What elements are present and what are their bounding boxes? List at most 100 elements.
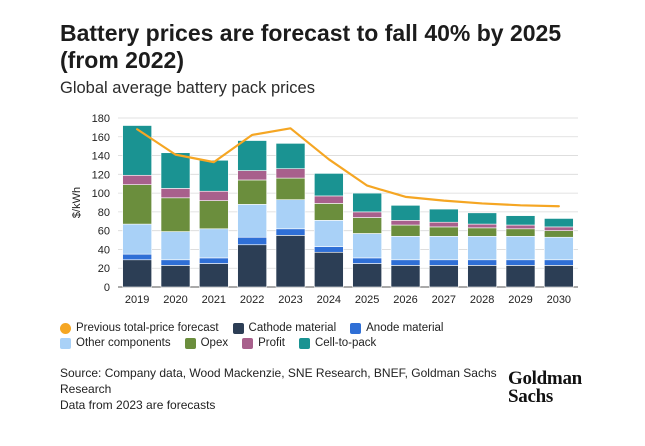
bar-segment-other-components	[160, 231, 191, 261]
logo-line-1: Goldman	[508, 368, 582, 389]
previous-forecast-line	[136, 127, 560, 208]
y-tick-label: 0	[104, 282, 110, 294]
bar-segment-cathode-material	[390, 265, 421, 288]
y-tick-label: 60	[98, 226, 110, 238]
bar-segment-anode-material	[237, 236, 267, 246]
legend-swatch	[60, 337, 71, 349]
bar-segment-cell-to-pack	[160, 152, 191, 189]
legend-swatch	[232, 322, 244, 334]
legend-item: Opex	[184, 337, 229, 349]
bar-segment-cell-to-pack	[122, 125, 152, 176]
bar-segment-anode-material	[122, 253, 152, 261]
bar-segment-cathode-material	[160, 265, 191, 288]
bar-segment-cell-to-pack	[505, 215, 536, 226]
bar-segment-opex	[275, 177, 306, 200]
bar-segment-anode-material	[505, 259, 536, 266]
stacked-bar-chart: 0 20 40 60 80 100 120 140 160 180 $/kWh 2019 2020 202…	[71, 113, 578, 306]
bar-segment-anode-material	[429, 259, 459, 266]
bar-segment-anode-material	[544, 259, 574, 266]
bar-segment-cathode-material	[352, 263, 382, 288]
chart-subtitle: Global average battery pack prices	[60, 79, 315, 97]
bar-segment-opex	[122, 184, 152, 225]
bar-segment-opex	[505, 228, 536, 237]
bar-segment-anode-material	[352, 257, 382, 264]
bar-segment-opex	[467, 227, 497, 237]
bar-segment-profit	[352, 211, 382, 218]
bar-segment-profit	[160, 188, 191, 199]
goldman-sachs-logo: Goldman Sachs	[508, 368, 582, 406]
bar-segment-anode-material	[390, 259, 421, 266]
legend-label: Profit	[258, 337, 285, 349]
bar-segment-cathode-material	[199, 263, 229, 288]
bar-segment-anode-material	[314, 246, 344, 253]
bar-segment-profit	[467, 223, 497, 229]
legend-swatch	[242, 337, 254, 349]
bar-segment-opex	[237, 179, 267, 205]
y-tick-label: 100	[92, 188, 110, 200]
legend-label: Anode material	[366, 322, 444, 334]
bar-segment-anode-material	[160, 259, 191, 266]
bar-segment-cell-to-pack	[199, 159, 229, 192]
legend-item: Previous total-price forecast	[60, 322, 219, 334]
legend-swatch	[60, 322, 71, 334]
bar-segment-opex	[429, 226, 459, 237]
bar-segment-other-components	[467, 236, 497, 261]
bar-segment-cell-to-pack	[275, 143, 306, 170]
bar-segment-opex	[199, 200, 229, 230]
bar-segment-cell-to-pack	[314, 173, 344, 197]
bar-segment-profit	[237, 170, 267, 181]
bar-segment-cathode-material	[275, 235, 306, 288]
x-tick-label: 2028	[470, 294, 494, 306]
y-tick-label: 80	[98, 207, 110, 219]
bar-segment-cell-to-pack	[390, 205, 421, 221]
x-tick-label: 2020	[163, 294, 187, 306]
bar-segment-other-components	[199, 228, 229, 259]
bar-segment-profit	[122, 174, 152, 185]
bar-segment-cathode-material	[505, 265, 536, 288]
bar-segment-anode-material	[199, 257, 229, 264]
bar-segment-opex	[160, 197, 191, 232]
bar-segment-cathode-material	[122, 259, 152, 288]
bar-segment-other-components	[544, 236, 574, 261]
x-tick-label: 2023	[278, 294, 302, 306]
chart-title: Battery prices are forecast to fall 40% …	[60, 20, 562, 73]
bar-segment-other-components	[505, 236, 536, 261]
bar-segment-opex	[314, 203, 344, 221]
bar-segment-opex	[390, 224, 421, 237]
x-tick-label: 2029	[508, 294, 532, 306]
y-tick-label: 160	[92, 132, 110, 144]
bar-segment-other-components	[237, 204, 267, 238]
bar-segment-other-components	[275, 199, 306, 230]
bar-segment-profit	[390, 220, 421, 226]
x-tick-label: 2021	[202, 294, 226, 306]
legend-item: Profit	[242, 337, 285, 349]
y-tick-label: 120	[92, 169, 110, 181]
x-tick-label: 2019	[125, 294, 149, 306]
bar-segment-other-components	[390, 236, 421, 261]
bar-segment-cell-to-pack	[429, 208, 459, 223]
bar-segment-opex	[352, 217, 382, 234]
bar-segment-cathode-material	[429, 265, 459, 288]
bar-segment-other-components	[352, 233, 382, 259]
legend-label: Other components	[76, 337, 171, 349]
legend-swatch	[298, 337, 310, 349]
legend-label: Opex	[200, 337, 229, 349]
forecast-note: Data from 2023 are forecasts	[60, 398, 216, 412]
legend-item: Cathode material	[232, 322, 337, 334]
bar-segment-other-components	[314, 220, 344, 247]
bar-segment-profit	[275, 168, 306, 179]
bar-segment-cell-to-pack	[544, 218, 574, 228]
y-tick-label: 40	[98, 244, 110, 256]
legend-label: Cell-to-pack	[314, 337, 377, 349]
bar-segment-anode-material	[467, 259, 497, 266]
legend-swatch	[184, 337, 196, 349]
legend-label: Previous total-price forecast	[76, 322, 219, 334]
bar-segment-cathode-material	[467, 265, 497, 288]
legend-swatch	[350, 322, 362, 334]
x-tick-label: 2024	[317, 294, 341, 306]
legend-item: Other components	[60, 337, 171, 349]
x-tick-label: 2030	[547, 294, 571, 306]
bar-segment-cathode-material	[314, 251, 344, 288]
source-text: Source: Company data, Wood Mackenzie, SN…	[60, 366, 497, 396]
legend-label: Cathode material	[248, 322, 337, 334]
